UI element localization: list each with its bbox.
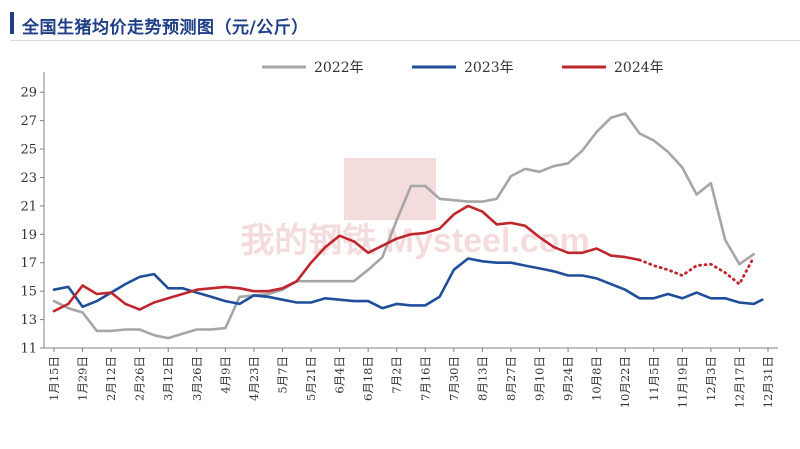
series-line-2022年 [52, 112, 755, 340]
chart-title: 全国生猪均价走势预测图（元/公斤） [22, 18, 309, 38]
x-tick-label: 6月18日 [361, 356, 375, 401]
x-tick-label: 2月26日 [133, 356, 147, 401]
y-tick-label: 11 [20, 342, 37, 357]
x-tick-label: 2月12日 [104, 356, 118, 401]
x-tick-label: 11月5日 [647, 356, 661, 401]
y-tick-label: 15 [20, 285, 37, 300]
series-line-2024年预测 [638, 255, 756, 286]
x-tick-label: 1月15日 [47, 356, 61, 401]
x-tick-label: 5月21日 [304, 356, 318, 401]
x-tick-label: 9月10日 [533, 356, 547, 401]
x-tick-label: 8月13日 [475, 356, 489, 401]
series-line-2024年 [52, 204, 641, 313]
x-tick-label: 9月24日 [561, 356, 575, 401]
y-tick-label: 29 [20, 86, 37, 101]
y-tick-label: 27 [20, 114, 37, 129]
watermark: 我的钢铁 Mysteel.com [240, 158, 590, 260]
x-tick-label: 10月8日 [590, 356, 604, 401]
x-tick-label: 4月23日 [247, 356, 261, 401]
x-tick-label: 4月9日 [218, 356, 232, 394]
x-tick-label: 8月27日 [504, 356, 518, 401]
axes: 11 13 15 17 19 21 23 25 27 29 1月15日 1月29日 2月12日 2月26日… [20, 72, 778, 408]
legend-label-2022年: 2022年 [314, 60, 364, 76]
y-tick-label: 25 [20, 143, 37, 158]
y-tick-label: 17 [20, 256, 37, 271]
x-tick-label: 3月26日 [190, 356, 204, 401]
watermark-logo-block [344, 158, 436, 220]
x-tick-label: 3月12日 [161, 356, 175, 401]
legend-label-2024年: 2024年 [614, 60, 664, 76]
y-tick-label: 19 [20, 228, 37, 243]
legend-label-2023年: 2023年 [464, 60, 514, 76]
title-accent-bar [10, 12, 14, 34]
x-tick-label: 1月29日 [76, 356, 90, 401]
series-group [52, 112, 764, 340]
series-line-2023年 [52, 257, 764, 310]
x-tick-label: 11月19日 [675, 356, 689, 408]
x-tick-label: 7月2日 [390, 356, 404, 394]
x-tick-label: 5月7日 [275, 356, 289, 394]
title-area: 全国生猪均价走势预测图（元/公斤） [10, 6, 800, 41]
x-tick-label: 12月31日 [761, 356, 775, 408]
legend: 2022年 2023年 2024年 [262, 60, 664, 76]
x-tick-label: 12月17日 [732, 356, 746, 408]
x-tick-label: 10月22日 [618, 356, 632, 408]
x-tick-label: 12月3日 [704, 356, 718, 401]
x-tick-label: 7月30日 [447, 356, 461, 401]
x-tick-label: 7月16日 [418, 356, 432, 401]
watermark-text: 我的钢铁 Mysteel.com [240, 222, 590, 260]
y-tick-label: 23 [20, 171, 37, 186]
y-tick-label: 13 [20, 313, 37, 328]
x-tick-label: 6月4日 [333, 356, 347, 394]
y-tick-label: 21 [20, 199, 37, 214]
title-divider [10, 40, 800, 41]
